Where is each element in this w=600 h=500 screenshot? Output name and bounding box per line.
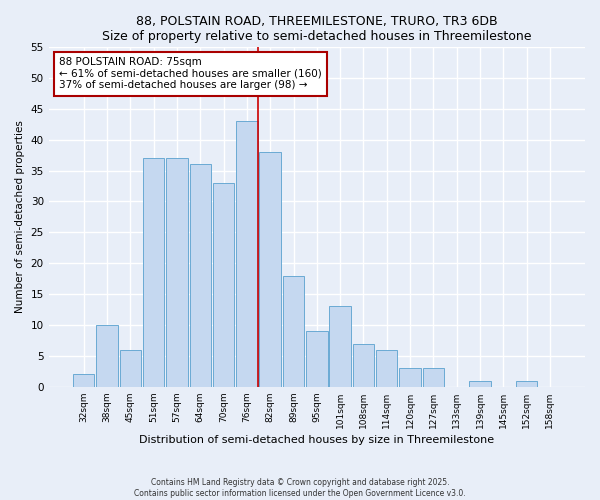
- Bar: [97, 325, 118, 387]
- Bar: [190, 164, 211, 387]
- Bar: [119, 350, 141, 387]
- Bar: [236, 121, 257, 387]
- Bar: [166, 158, 188, 387]
- Bar: [376, 350, 397, 387]
- Title: 88, POLSTAIN ROAD, THREEMILESTONE, TRURO, TR3 6DB
Size of property relative to s: 88, POLSTAIN ROAD, THREEMILESTONE, TRURO…: [102, 15, 532, 43]
- Bar: [329, 306, 351, 387]
- Bar: [73, 374, 94, 387]
- Text: Contains HM Land Registry data © Crown copyright and database right 2025.
Contai: Contains HM Land Registry data © Crown c…: [134, 478, 466, 498]
- X-axis label: Distribution of semi-detached houses by size in Threemilestone: Distribution of semi-detached houses by …: [139, 435, 494, 445]
- Bar: [213, 183, 235, 387]
- Bar: [469, 380, 491, 387]
- Bar: [353, 344, 374, 387]
- Bar: [143, 158, 164, 387]
- Bar: [283, 276, 304, 387]
- Bar: [400, 368, 421, 387]
- Bar: [306, 331, 328, 387]
- Text: 88 POLSTAIN ROAD: 75sqm
← 61% of semi-detached houses are smaller (160)
37% of s: 88 POLSTAIN ROAD: 75sqm ← 61% of semi-de…: [59, 57, 322, 90]
- Bar: [516, 380, 538, 387]
- Y-axis label: Number of semi-detached properties: Number of semi-detached properties: [15, 120, 25, 314]
- Bar: [259, 152, 281, 387]
- Bar: [422, 368, 444, 387]
